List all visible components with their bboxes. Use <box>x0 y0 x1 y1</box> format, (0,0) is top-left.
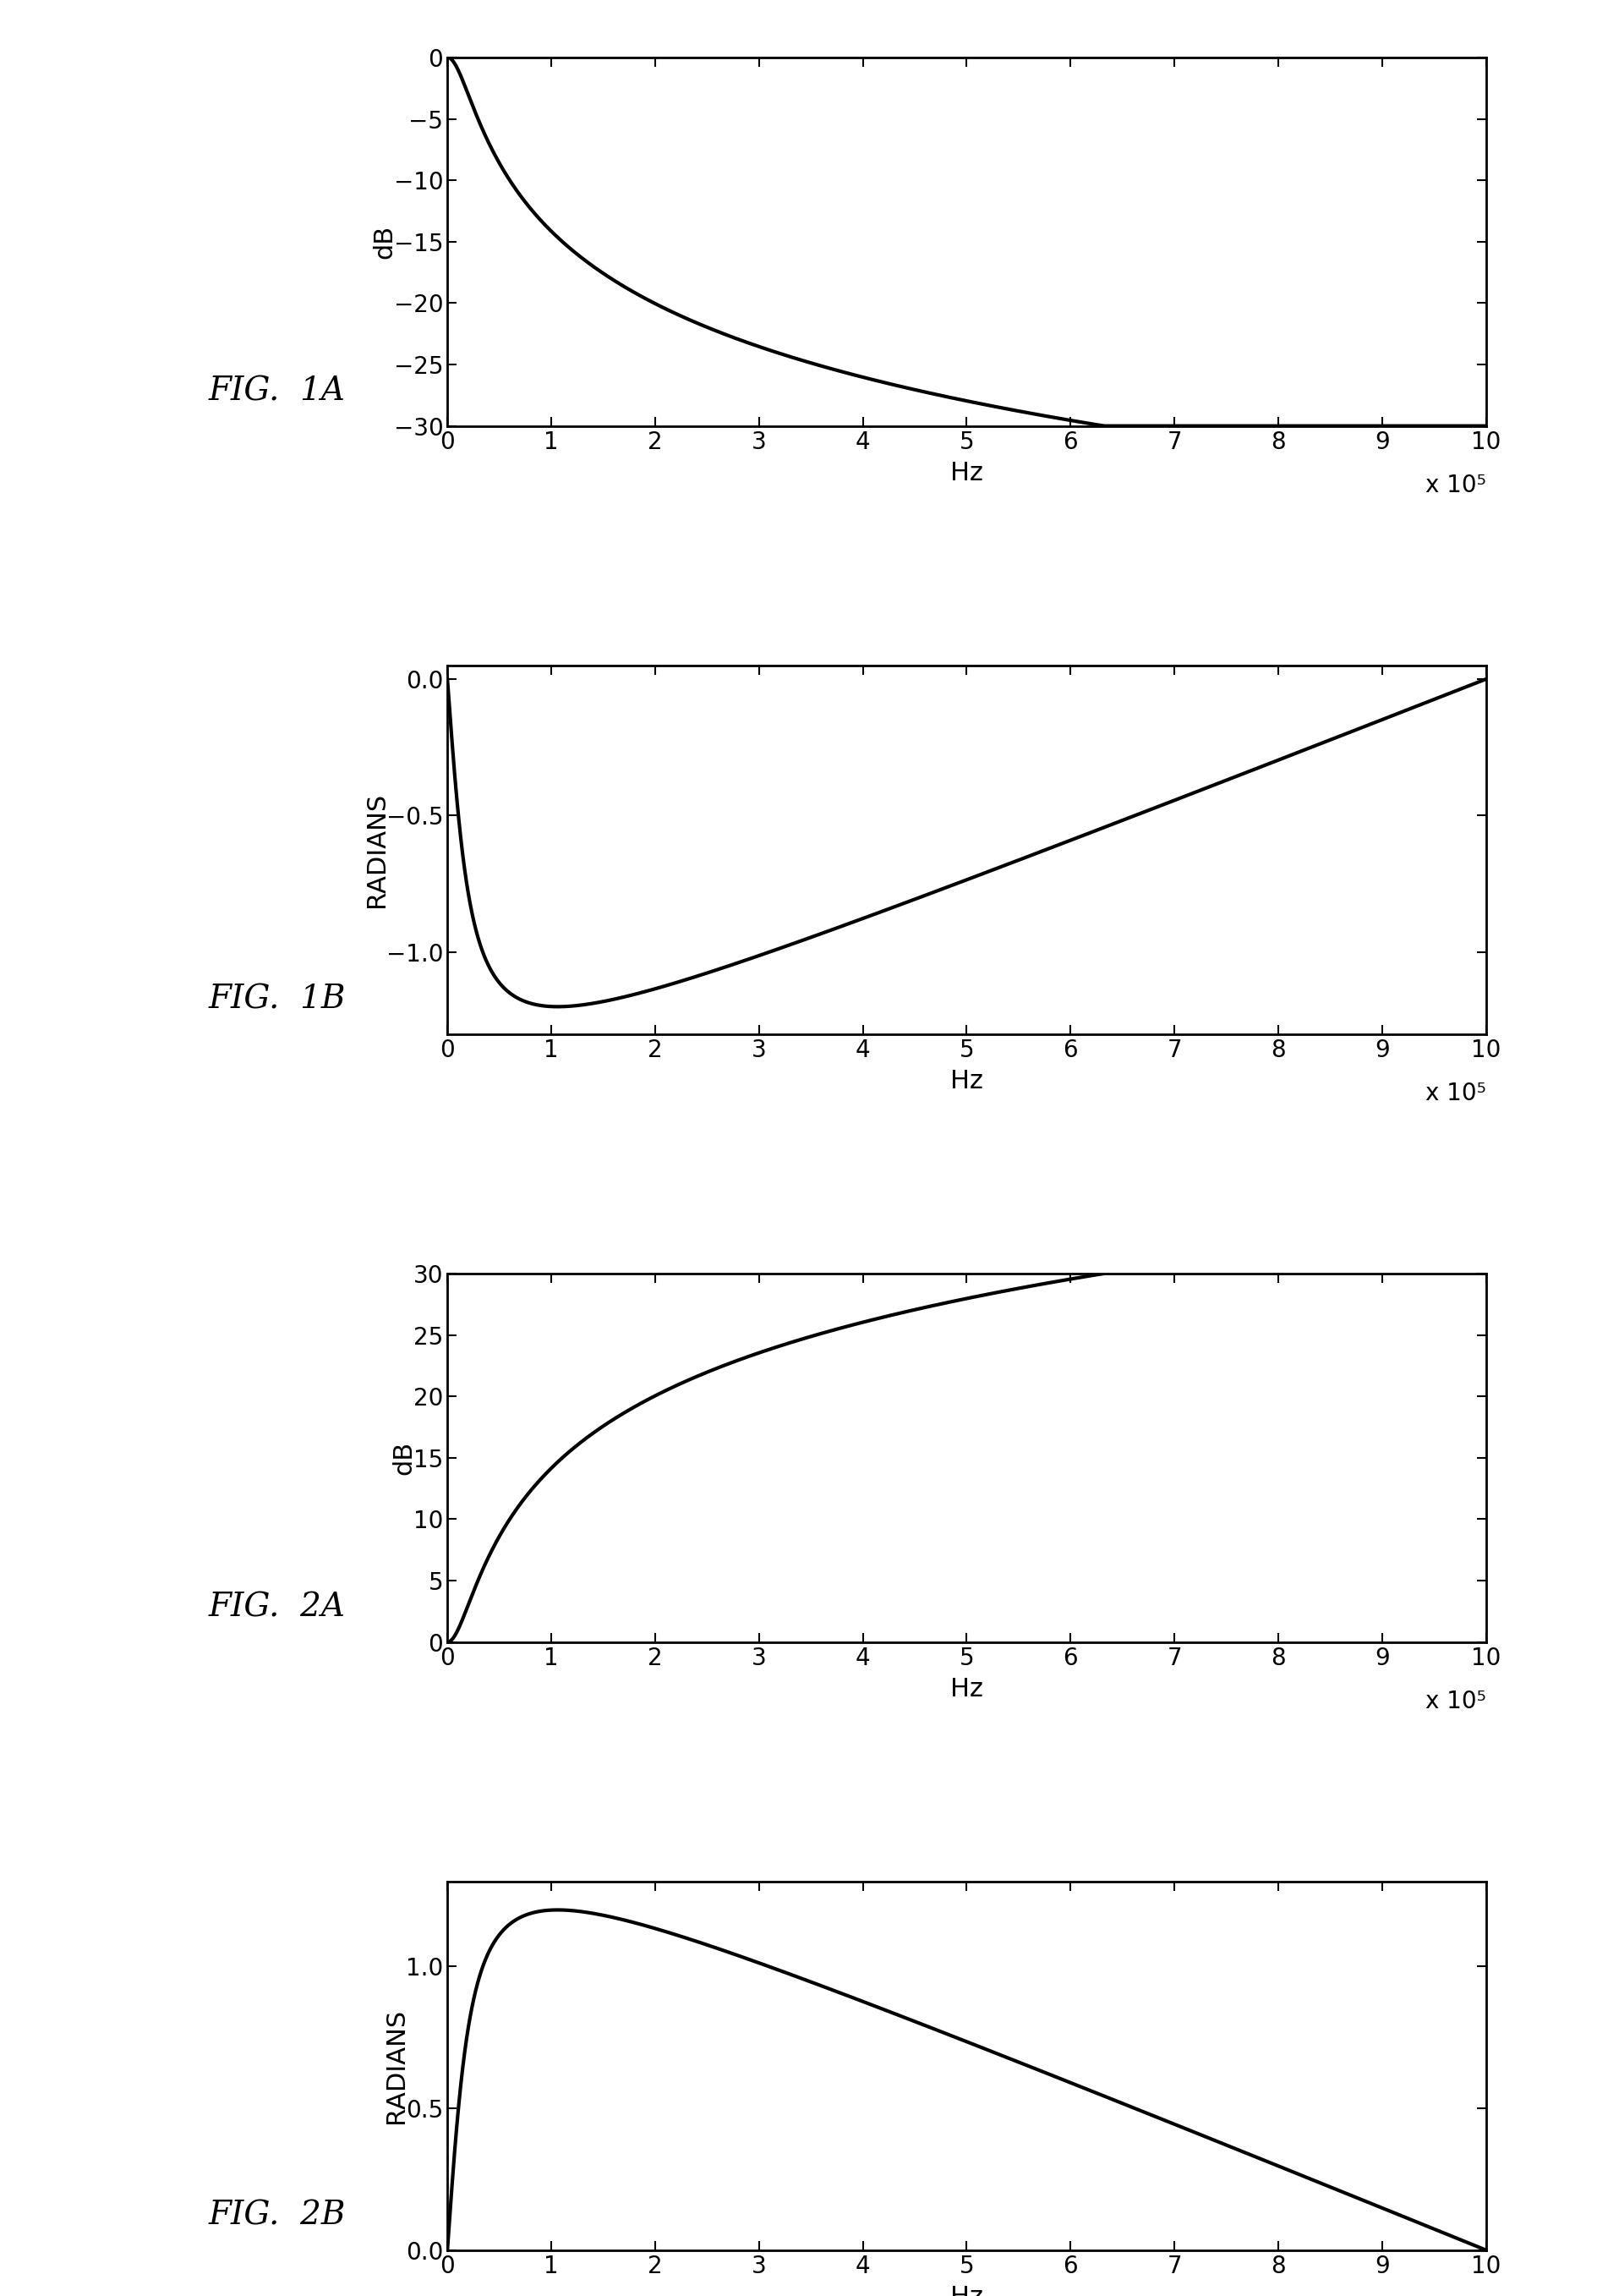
Text: x 10⁵: x 10⁵ <box>1425 473 1485 498</box>
X-axis label: Hz: Hz <box>950 461 982 484</box>
Y-axis label: RADIANS: RADIANS <box>383 2009 409 2124</box>
Text: FIG.  1A: FIG. 1A <box>208 377 345 406</box>
Text: x 10⁵: x 10⁵ <box>1425 1081 1485 1107</box>
X-axis label: Hz: Hz <box>950 1676 982 1701</box>
Y-axis label: RADIANS: RADIANS <box>364 792 390 907</box>
Y-axis label: dB: dB <box>391 1442 415 1474</box>
Y-axis label: dB: dB <box>372 225 396 259</box>
Text: x 10⁵: x 10⁵ <box>1425 1690 1485 1713</box>
Text: FIG.  2A: FIG. 2A <box>208 1593 345 1623</box>
Text: FIG.  1B: FIG. 1B <box>208 985 345 1015</box>
X-axis label: Hz: Hz <box>950 1070 982 1093</box>
Text: FIG.  2B: FIG. 2B <box>208 2200 345 2232</box>
X-axis label: Hz: Hz <box>950 2285 982 2296</box>
